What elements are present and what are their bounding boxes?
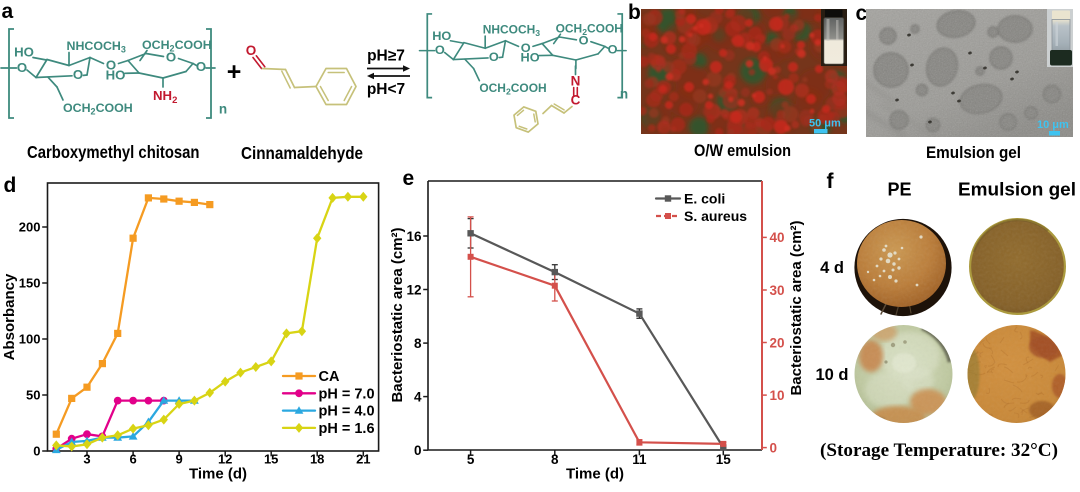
svg-text:pH = 7.0: pH = 7.0 [319, 386, 375, 402]
svg-text:10 μm: 10 μm [1037, 119, 1069, 131]
svg-text:15: 15 [264, 452, 278, 467]
svg-text:12: 12 [406, 282, 421, 297]
svg-text:E. coli: E. coli [684, 191, 725, 207]
svg-text:4 d: 4 d [820, 259, 844, 277]
svg-text:4: 4 [414, 389, 422, 404]
svg-text:pH<7: pH<7 [367, 81, 405, 98]
svg-text:50 μm: 50 μm [809, 118, 841, 130]
svg-text:10: 10 [770, 388, 785, 403]
svg-text:11: 11 [632, 452, 647, 467]
svg-text:10 d: 10 d [815, 366, 848, 384]
svg-text:c: c [856, 2, 868, 25]
svg-text:8: 8 [551, 452, 559, 467]
svg-text:Emulsion gel: Emulsion gel [958, 180, 1076, 200]
svg-text:0: 0 [414, 443, 422, 458]
svg-text:pH = 1.6: pH = 1.6 [319, 421, 375, 437]
svg-text:PE: PE [887, 180, 911, 200]
svg-text:Emulsion gel: Emulsion gel [926, 143, 1021, 162]
svg-text:n: n [620, 87, 628, 102]
svg-text:(Storage Temperature: 32°C): (Storage Temperature: 32°C) [820, 440, 1058, 461]
svg-text:S. aureus: S. aureus [684, 208, 747, 224]
svg-text:12: 12 [218, 452, 232, 467]
svg-text:40: 40 [770, 230, 785, 245]
svg-text:NH2: NH2 [153, 88, 177, 106]
svg-text:d: d [4, 174, 17, 197]
svg-text:C: C [571, 93, 581, 108]
svg-text:8: 8 [414, 336, 422, 351]
svg-text:50: 50 [26, 388, 40, 403]
svg-text:150: 150 [19, 276, 41, 291]
svg-text:pH≥7: pH≥7 [367, 48, 405, 65]
svg-text:CA: CA [319, 369, 340, 385]
svg-text:Absorbancy: Absorbancy [1, 273, 18, 360]
svg-text:a: a [2, 0, 14, 23]
svg-text:21: 21 [356, 452, 370, 467]
svg-text:100: 100 [19, 332, 41, 347]
svg-text:15: 15 [716, 452, 732, 467]
svg-text:O/W emulsion: O/W emulsion [694, 141, 791, 160]
svg-text:O: O [246, 43, 257, 58]
svg-text:f: f [827, 170, 835, 193]
svg-text:Bacteriostatic area (cm²): Bacteriostatic area (cm²) [389, 227, 406, 402]
svg-text:200: 200 [19, 220, 41, 235]
svg-text:0: 0 [770, 440, 778, 455]
svg-text:Time (d): Time (d) [189, 466, 247, 483]
svg-text:5: 5 [467, 452, 475, 467]
svg-text:pH = 4.0: pH = 4.0 [319, 404, 375, 420]
svg-text:N: N [571, 74, 581, 89]
svg-text:Carboxymethyl chitosan: Carboxymethyl chitosan [27, 142, 200, 162]
svg-text:Cinnamaldehyde: Cinnamaldehyde [241, 143, 363, 163]
svg-text:Time (d): Time (d) [566, 466, 624, 483]
svg-text:6: 6 [129, 452, 136, 467]
svg-text:+: + [227, 58, 242, 86]
svg-text:n: n [219, 102, 227, 117]
svg-text:16: 16 [406, 229, 422, 244]
svg-text:3: 3 [83, 452, 90, 467]
svg-text:18: 18 [310, 452, 324, 467]
svg-text:9: 9 [175, 452, 182, 467]
svg-text:b: b [628, 1, 641, 24]
svg-text:30: 30 [770, 283, 785, 298]
svg-text:e: e [403, 167, 415, 190]
svg-text:20: 20 [770, 335, 785, 350]
svg-text:Bacteriostatic area (cm²): Bacteriostatic area (cm²) [788, 220, 805, 395]
svg-text:0: 0 [33, 444, 40, 459]
